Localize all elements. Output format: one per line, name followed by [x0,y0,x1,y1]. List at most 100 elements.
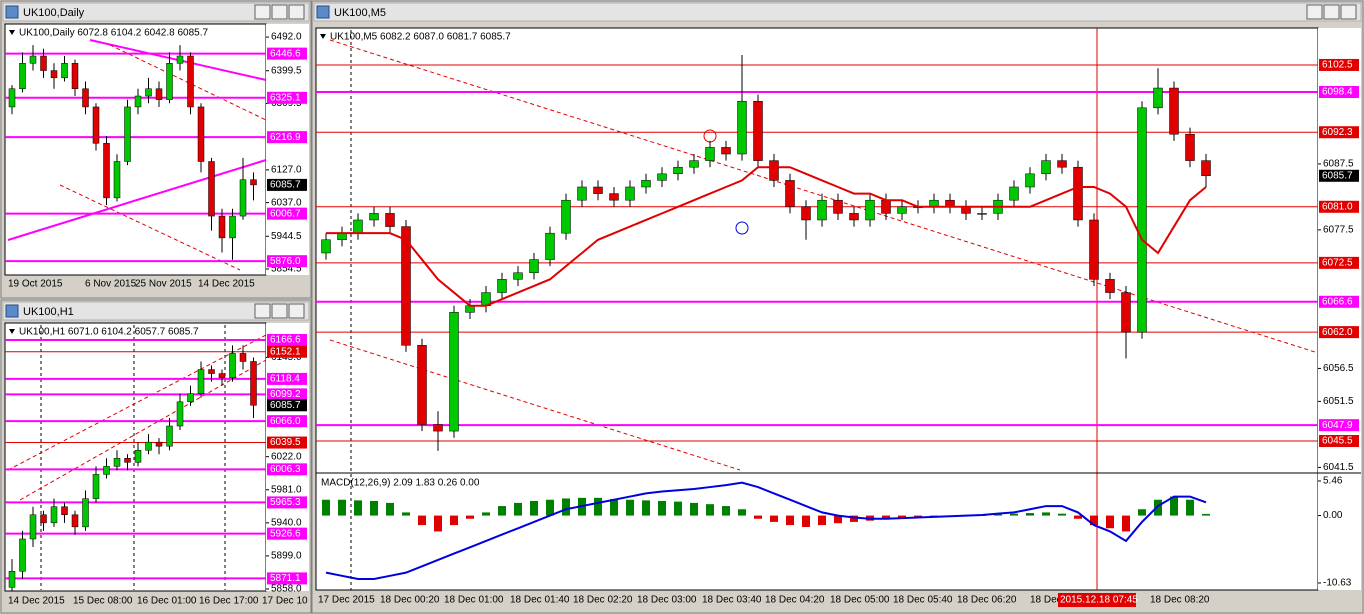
level-label-box [1319,295,1359,308]
candle-body [689,160,699,168]
level-label-box [1319,326,1359,339]
candle-body [1185,133,1195,161]
candle-body [134,95,142,108]
date-label: 18 Dec 03:40 [702,595,762,606]
candle-body [239,179,247,217]
restore-button[interactable] [271,4,288,20]
macd-bar [1010,513,1018,516]
minimize-button[interactable] [254,303,271,319]
level-label-box [267,131,307,144]
candle-body [40,514,47,524]
date-label: 16 Dec 01:00 [137,596,197,607]
candle-body [1201,160,1211,177]
candle-body [1057,160,1067,168]
candle-body [145,88,152,97]
macd-bar [1170,496,1178,516]
restore-button[interactable] [271,303,288,319]
level-label: 5926.6 [270,528,301,539]
date-label: 18 Dec 08:20 [1150,595,1210,606]
date-label: 18 Dec 05:40 [893,595,953,606]
level-label: 6085.7 [1322,170,1353,181]
close-button[interactable] [1340,4,1357,20]
candle-body [417,345,427,425]
candle-body [155,441,163,447]
candle-body [92,474,100,499]
candle-body [593,186,603,194]
y-tick-label: 6041.5 [1323,462,1354,473]
title-bar [2,2,310,22]
candle-body [61,63,68,79]
level-label-box [1319,126,1359,139]
candle-body [609,193,619,201]
candle-body [1153,87,1163,109]
y-tick-label: 6051.5 [1323,396,1354,407]
candle-body [833,199,843,214]
minimize-button[interactable] [1306,4,1323,20]
level-label-box [1319,256,1359,269]
candle-body [187,393,194,403]
candle-body [208,369,215,374]
candle-body [801,206,811,221]
candle-body [50,70,58,79]
level-label: 6006.3 [270,464,301,475]
y-tick-label: 5981.0 [271,484,302,495]
y-tick-label: 6492.0 [271,32,302,43]
close-button[interactable] [288,4,305,20]
level-label: 6062.0 [1322,327,1353,338]
y-tick-label: 5.46 [1323,476,1343,487]
y-tick-label: 6399.5 [271,65,302,76]
macd-bar [434,515,442,532]
macd-bar [322,499,330,516]
minimize-button[interactable] [254,4,271,20]
level-label-box [267,345,307,358]
macd-bar [834,515,842,524]
candle-body [673,166,683,175]
candle-body [513,272,523,280]
candle-body [385,213,395,227]
date-label: 18 Dec 03:00 [637,595,697,606]
level-label-box [267,388,307,401]
candle-body [29,55,37,64]
y-tick-label: 5854.5 [271,264,302,275]
level-label-box [267,572,307,585]
candle-body [1121,292,1131,333]
close-button[interactable] [288,303,305,319]
candle-body [1073,166,1083,221]
candle-body [250,361,257,406]
candle-body [71,63,79,90]
candle-body [785,180,795,208]
candle-body [124,458,131,463]
candle-body [82,88,89,108]
level-label-box [1319,85,1359,98]
axis-area [1318,28,1361,590]
date-label: 18 Dec 02:20 [573,595,633,606]
macd-bar [1090,515,1098,526]
chart-info: UK100,M5 6082.2 6087.0 6081.7 6085.7 [330,32,511,43]
level-label: 6066.0 [270,416,301,427]
level-label: 6039.5 [270,437,301,448]
level-label: 6045.5 [1322,436,1353,447]
macd-bar [1138,509,1146,516]
level-label: 5965.3 [270,497,301,508]
candle-body [8,570,16,588]
candle-body [657,173,667,181]
candle-body [176,55,184,64]
y-tick-label: 5899.0 [271,551,302,562]
candle-body [239,353,247,362]
macd-bar [850,515,858,522]
macd-bar [1106,515,1114,529]
level-label: 6047.9 [1322,420,1353,431]
macd-bar [1042,512,1050,516]
macd-bar [546,499,554,516]
level-label: 6118.4 [270,374,300,385]
candle-body [197,369,205,395]
macd-bar [1186,499,1194,516]
candle-body [753,100,763,161]
macd-bar [674,501,682,516]
candle-body [897,206,907,214]
date-label: 18 Dec 05:00 [830,595,890,606]
restore-button[interactable] [1323,4,1340,20]
candle-body [155,88,163,100]
candle-body [19,538,26,572]
y-tick-label: 6022.0 [271,451,302,462]
